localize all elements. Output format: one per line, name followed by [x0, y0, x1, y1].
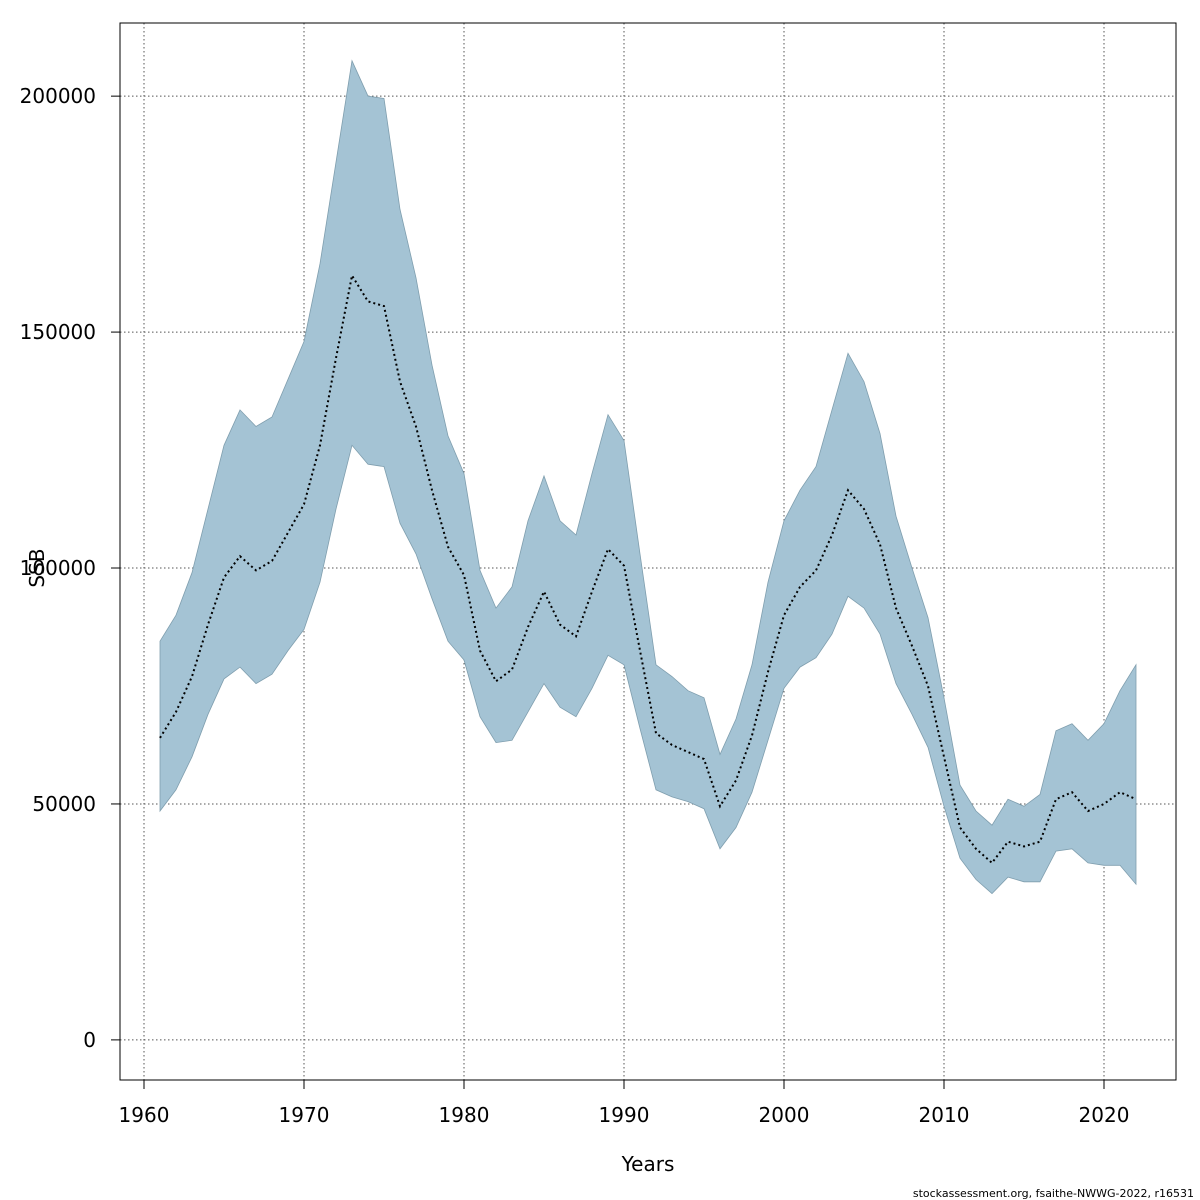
plot-frame: [119, 22, 1177, 1081]
y-tick-label: 150000: [20, 320, 96, 344]
x-axis: 1960 1970 1980 1990 2000 2010 2020: [119, 1080, 1130, 1127]
y-tick-label: 50000: [32, 792, 96, 816]
y-tick-label: 0: [83, 1028, 96, 1052]
ssb-line-layer: [159, 272, 1137, 865]
ssb-estimate-line: [159, 272, 1137, 865]
x-tick-label: 1960: [119, 1103, 170, 1127]
confidence-band-layer: [159, 59, 1137, 895]
x-tick-label: 1970: [279, 1103, 330, 1127]
y-tick-label: 100000: [20, 556, 96, 580]
footnote: stockassessment.org, fsaithe-NWWG-2022, …: [913, 1187, 1194, 1200]
x-tick-label: 1980: [439, 1103, 490, 1127]
x-axis-label: Years: [621, 1152, 675, 1176]
y-tick-label: 200000: [20, 84, 96, 108]
x-tick-label: 1990: [599, 1103, 650, 1127]
x-tick-label: 2020: [1079, 1103, 1130, 1127]
y-axis-label: SSB: [25, 548, 49, 587]
x-tick-label: 2010: [919, 1103, 970, 1127]
confidence-band: [159, 59, 1137, 895]
y-axis: 0 50000 100000 150000 200000: [20, 84, 120, 1052]
x-tick-label: 2000: [759, 1103, 810, 1127]
